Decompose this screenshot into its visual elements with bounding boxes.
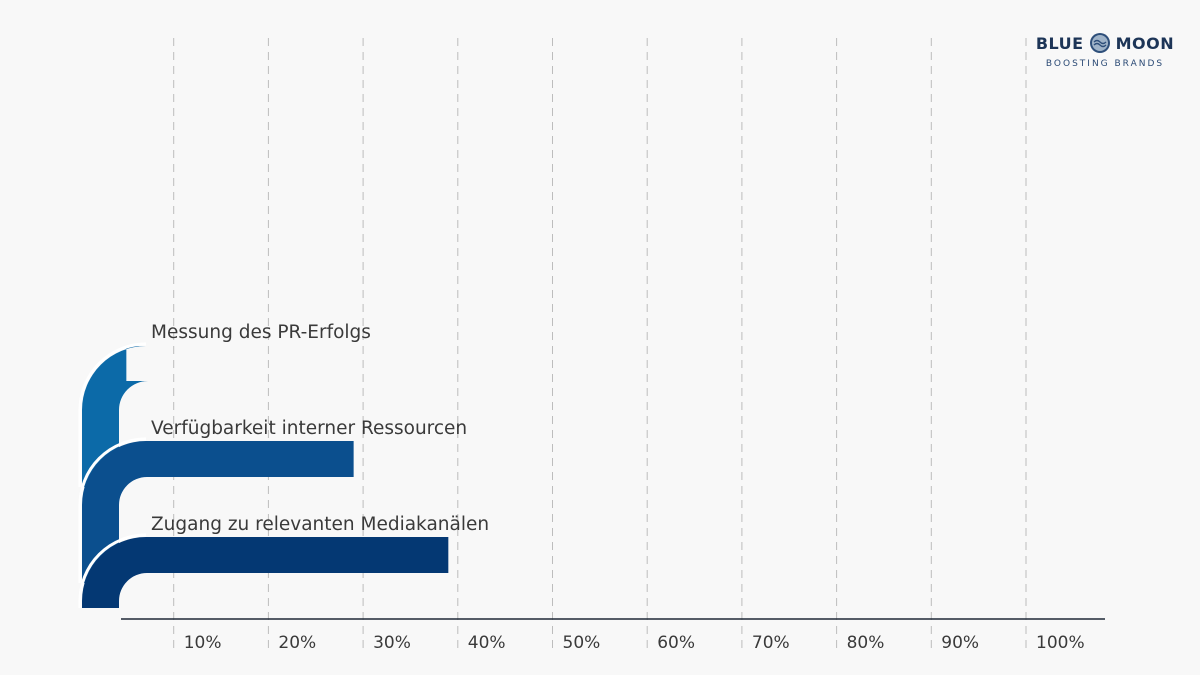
bar-category-label: Zugang zu relevanten Mediakanälen — [151, 514, 489, 535]
bar-separator — [78, 437, 147, 583]
moon-icon — [1089, 32, 1111, 54]
x-tick-label: 40% — [468, 633, 506, 653]
x-tick-label: 20% — [278, 633, 316, 653]
x-tick-label: 80% — [847, 633, 885, 653]
bar-separator — [78, 533, 147, 608]
bar — [82, 346, 148, 487]
x-tick-label: 50% — [563, 633, 601, 653]
x-tick-label: 30% — [373, 633, 411, 653]
bar-separator — [78, 342, 147, 487]
logo-wordmark: BLUE MOON — [1030, 32, 1180, 54]
x-tick-label: 70% — [752, 633, 790, 653]
bar-category-label: Verfügbarkeit interner Ressourcen — [151, 418, 467, 439]
x-tick-label: 100% — [1036, 633, 1085, 653]
logo-tagline: BOOSTING BRANDS — [1045, 59, 1165, 69]
x-tick-label: 10% — [184, 633, 222, 653]
bar — [82, 537, 449, 608]
logo-word-left: BLUE — [1035, 33, 1084, 53]
logo-word-right: MOON — [1115, 33, 1175, 53]
bar — [82, 441, 354, 583]
x-tick-label: 60% — [657, 633, 695, 653]
bar-category-label: Messung des PR-Erfolgs — [151, 322, 371, 343]
brand-logo: BLUE MOON BOOSTING BRANDS — [1030, 32, 1180, 69]
x-tick-label: 90% — [941, 633, 979, 653]
